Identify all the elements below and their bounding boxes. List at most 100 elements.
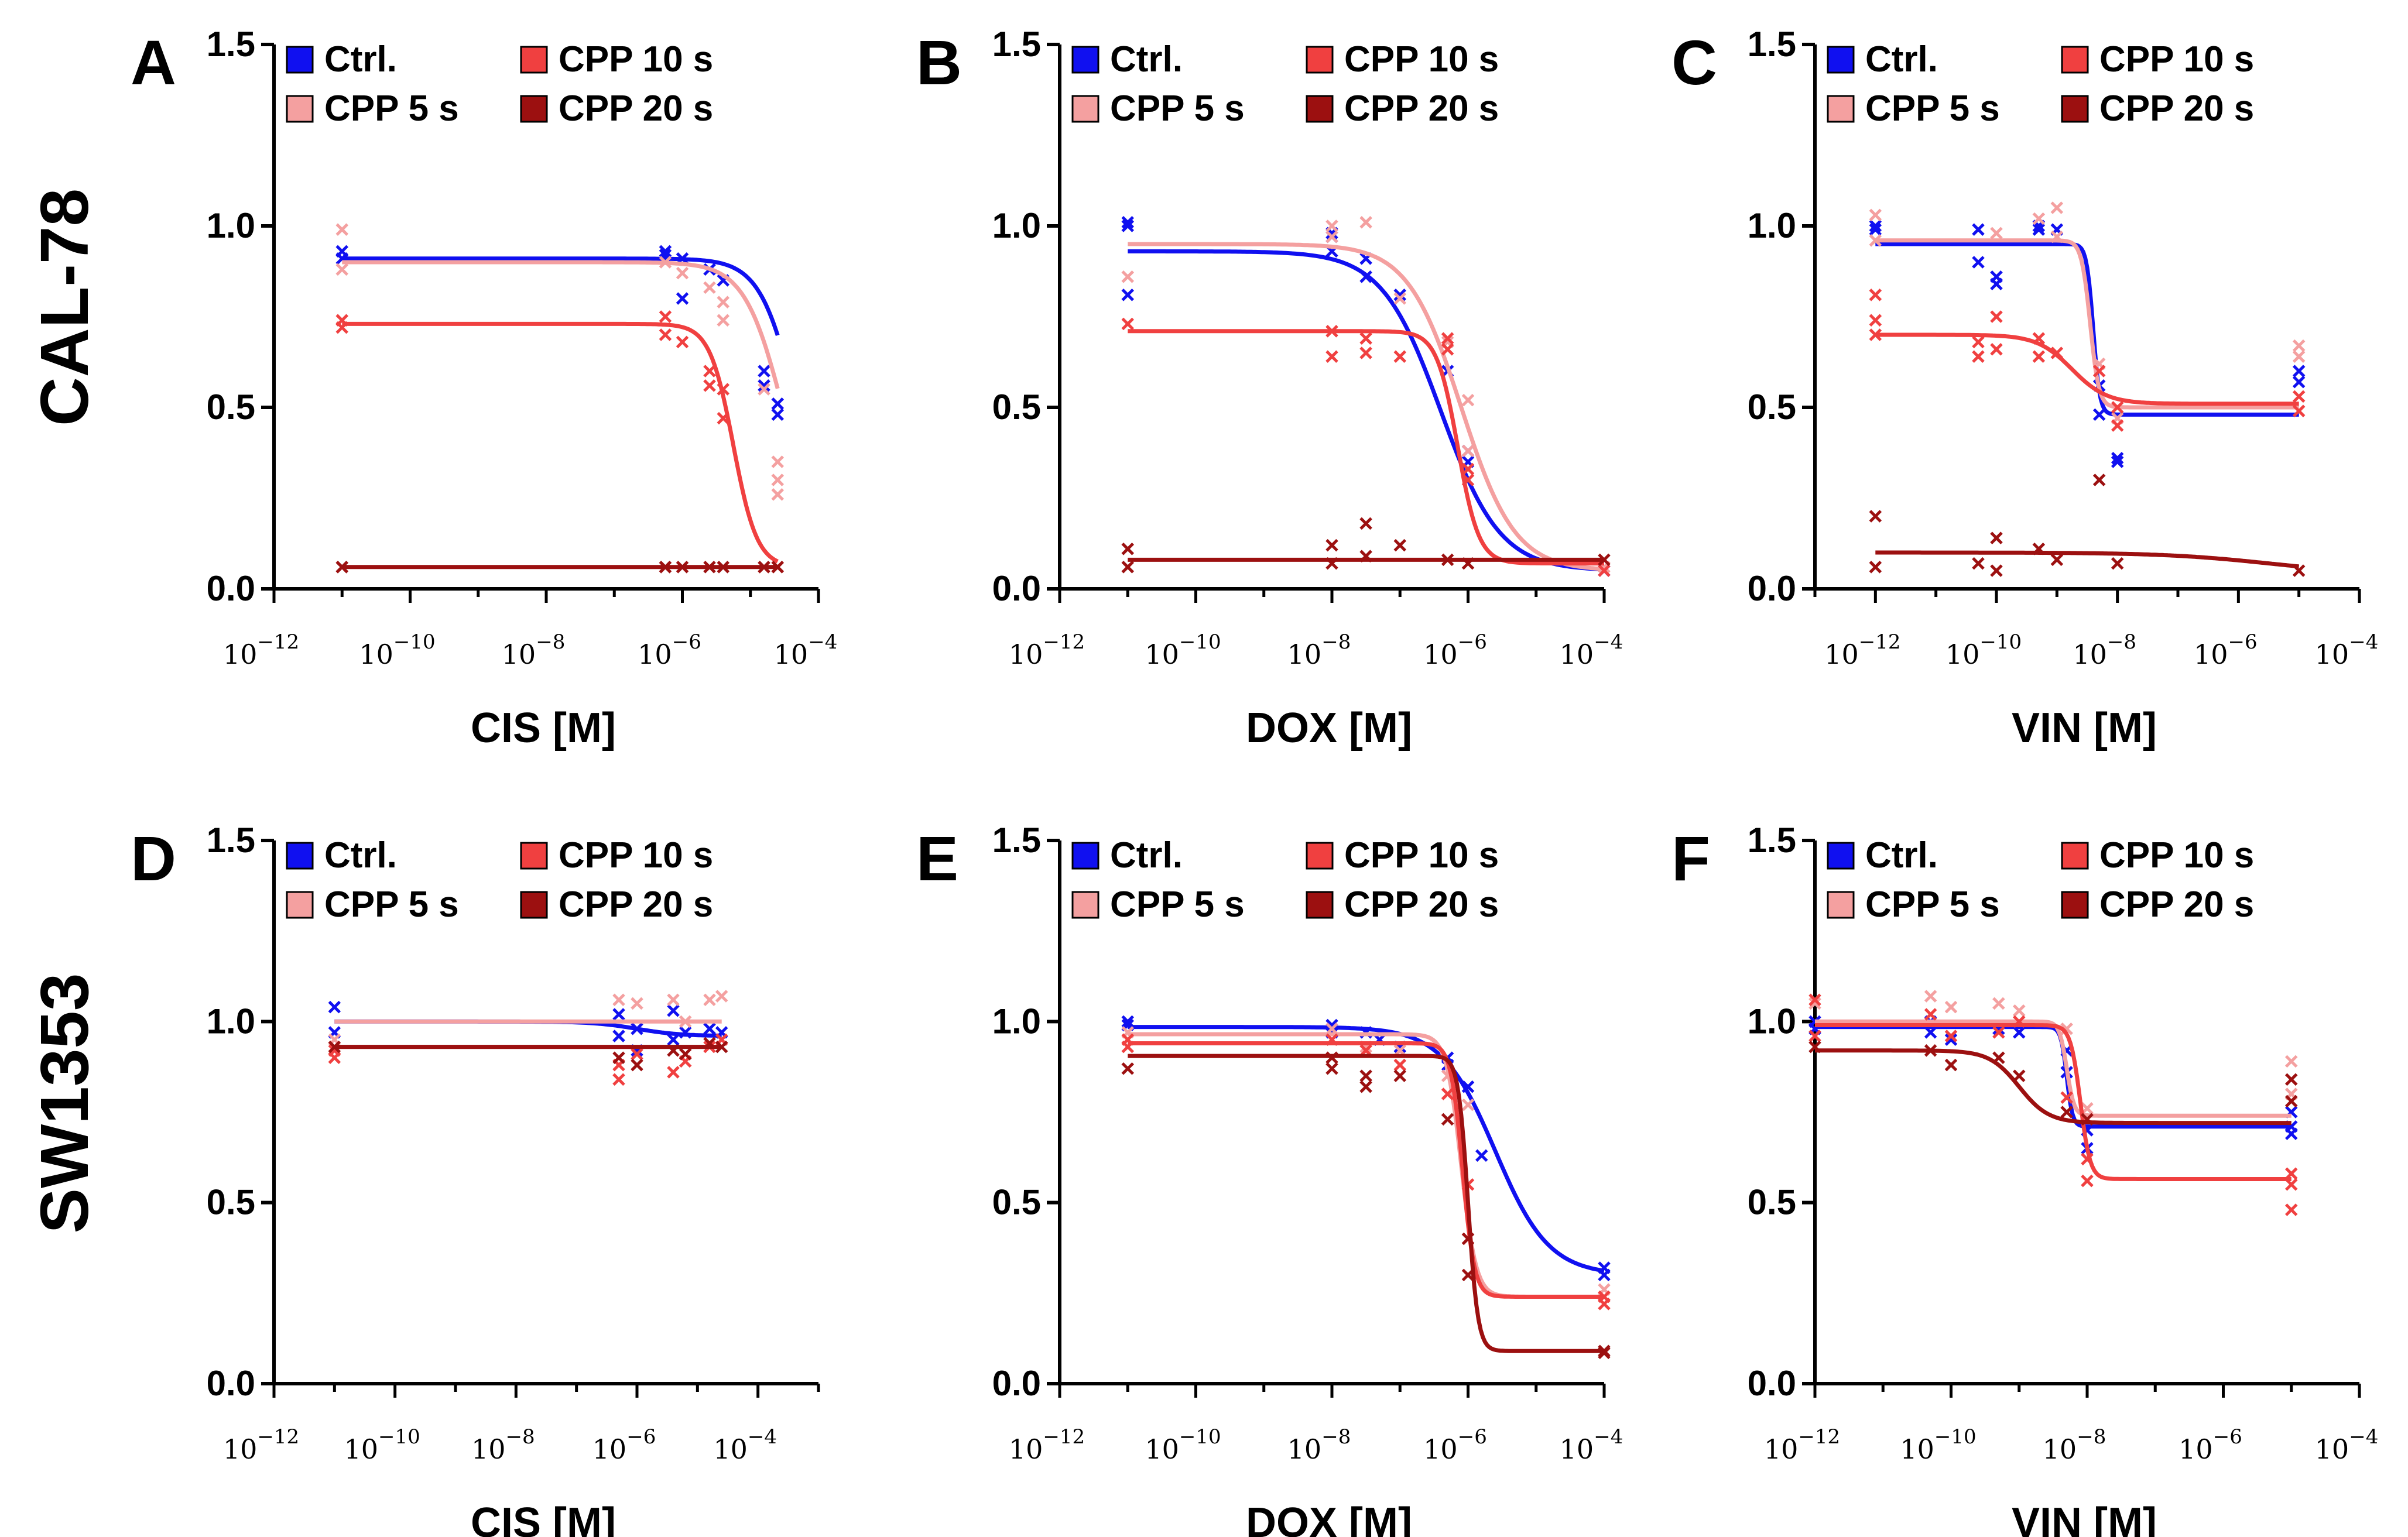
fit-curve-cpp-20-s-f: [1815, 1048, 2291, 1126]
data-point-cpp-5-s-f: [1924, 990, 1937, 1003]
data-point-ctrl-c: [2092, 408, 2106, 421]
data-point-ctrl-f: [1944, 1033, 1958, 1047]
legend-label-cpp-5-s-e: CPP 5 s: [1110, 884, 1245, 925]
data-point-ctrl-d: [631, 1022, 643, 1035]
row-label-sw1353: SW1353: [26, 973, 102, 1234]
data-point-cpp-10-s-c: [1990, 343, 2003, 356]
x-axis-label-d: CIS [M]: [471, 1500, 616, 1537]
data-point-ctrl-c: [1869, 223, 1882, 236]
data-point-ctrl-c: [2111, 452, 2124, 465]
data-point-cpp-5-s-d: [631, 997, 643, 1010]
x-tick-label-a: 10−12: [223, 630, 299, 670]
data-point-cpp-20-s-e: [1121, 1062, 1135, 1075]
data-point-cpp-20-s-c: [2092, 474, 2106, 486]
y-tick-label-f: 0.0: [1748, 1364, 1796, 1403]
y-tick-label-d: 0.0: [207, 1364, 255, 1403]
data-point-ctrl-e: [1461, 1080, 1475, 1093]
data-point-cpp-5-s-f: [1992, 997, 2005, 1010]
data-point-cpp-10-s-b: [1598, 564, 1611, 577]
data-point-cpp-10-s-c: [1972, 335, 1985, 349]
data-point-cpp-5-s-a: [335, 263, 349, 276]
data-point-cpp-10-s-c: [2111, 419, 2124, 432]
data-point-cpp-10-s-f: [1924, 1008, 1937, 1021]
data-point-cpp-5-s-c: [1990, 227, 2003, 240]
legend-label-cpp-5-s-a: CPP 5 s: [324, 88, 459, 129]
panel-a: A 0.0 0.5 1.0 1.5 10−12 10−10 10−8 10−6 10−4 CIS […: [131, 25, 837, 752]
data-point-cpp-20-s-b: [1121, 561, 1135, 574]
y-tick-label-c: 1.0: [1748, 206, 1796, 245]
legend-label-cpp-20-s-f: CPP 20 s: [2099, 884, 2254, 925]
x-tick-label-b: 10−8: [1287, 630, 1351, 670]
data-point-ctrl-a: [758, 379, 770, 392]
x-tick-label-c: 10−10: [1945, 630, 2022, 670]
x-tick-label-d: 10−6: [592, 1425, 656, 1465]
data-point-ctrl-c: [1869, 219, 1882, 232]
legend-swatch-cpp-10-s-f: [2061, 842, 2089, 870]
legend-label-ctrl-c: Ctrl.: [1865, 39, 1938, 80]
y-tick-label-b: 1.5: [992, 25, 1041, 64]
data-point-ctrl-c: [2292, 375, 2306, 389]
data-point-ctrl-b: [1121, 219, 1135, 232]
data-point-cpp-20-s-b: [1325, 538, 1338, 552]
fit-curve-cpp-10-s-f: [1815, 1023, 2291, 1181]
fit-curve-ctrl-e: [1128, 1025, 1605, 1273]
data-point-cpp-5-s-b: [1461, 393, 1475, 407]
y-tick-label-e: 1.5: [992, 821, 1041, 860]
x-tick-label-e: 10−12: [1009, 1425, 1085, 1465]
legend-label-ctrl-e: Ctrl.: [1110, 835, 1183, 876]
panel-letter-b: B: [916, 27, 962, 98]
legend-c: Ctrl. CPP 10 s CPP 5 s CPP 20 s: [1827, 39, 2254, 129]
fit-curve-cpp-20-s-e: [1128, 1054, 1604, 1353]
data-point-cpp-10-s-f: [2081, 1174, 2094, 1188]
data-point-cpp-10-s-c: [1869, 289, 1882, 301]
legend-swatch-cpp-5-s-d: [286, 891, 314, 919]
y-tick-label-f: 0.5: [1748, 1183, 1796, 1222]
data-point-cpp-10-s-f: [1944, 1030, 1958, 1042]
data-point-cpp-10-s-f: [2012, 1015, 2026, 1028]
data-point-ctrl-f: [1924, 1026, 1937, 1039]
fit-curve-cpp-10-s-a: [342, 321, 779, 564]
x-axis-label-a: CIS [M]: [471, 705, 616, 752]
y-tick-label-b: 0.5: [992, 387, 1041, 427]
x-tick-label-d: 10−10: [344, 1425, 420, 1465]
legend-e: Ctrl. CPP 10 s CPP 5 s CPP 20 s: [1071, 835, 1499, 925]
data-point-cpp-20-s-d: [703, 1037, 716, 1050]
data-point-ctrl-f: [2012, 1026, 2026, 1039]
data-point-cpp-10-s-b: [1461, 462, 1475, 476]
data-point-cpp-5-s-a: [717, 296, 730, 308]
data-point-cpp-10-s-e: [1121, 1040, 1135, 1054]
x-tick-label-f: 10−8: [2043, 1425, 2106, 1465]
legend-swatch-cpp-5-s-e: [1071, 891, 1099, 919]
x-tick-label-e: 10−10: [1145, 1425, 1221, 1465]
x-tick-label-d: 10−12: [223, 1425, 299, 1465]
data-point-cpp-10-s-f: [2284, 1203, 2298, 1216]
legend-swatch-cpp-10-s-b: [1306, 46, 1334, 74]
data-point-cpp-5-s-d: [679, 1015, 692, 1028]
panels: A 0.0 0.5 1.0 1.5 10−12 10−10 10−8 10−6 10−4 CIS […: [131, 25, 2378, 1537]
data-point-cpp-10-s-e: [1393, 1058, 1407, 1072]
data-point-cpp-5-s-a: [676, 266, 689, 280]
y-tick-label-d: 0.5: [207, 1183, 255, 1222]
x-tick-label-e: 10−4: [1560, 1425, 1623, 1465]
data-point-cpp-20-s-c: [1990, 531, 2003, 544]
data-point-cpp-20-s-f: [1924, 1044, 1937, 1057]
y-tick-label-f: 1.0: [1748, 1001, 1796, 1041]
data-point-cpp-10-s-d: [328, 1051, 341, 1064]
legend-label-cpp-20-s-b: CPP 20 s: [1344, 88, 1499, 129]
legend-swatch-cpp-20-s-c: [2061, 95, 2089, 123]
data-point-cpp-20-s-b: [1359, 517, 1372, 530]
data-point-ctrl-d: [679, 1026, 692, 1039]
legend-label-cpp-5-s-b: CPP 5 s: [1110, 88, 1245, 129]
data-point-cpp-20-s-d: [667, 1044, 680, 1057]
data-point-cpp-20-s-f: [1992, 1051, 2005, 1064]
data-point-cpp-20-s-b: [1121, 543, 1135, 555]
data-point-ctrl-f: [2284, 1127, 2298, 1140]
x-tick-label-c: 10−8: [2073, 630, 2136, 670]
fit-curve-cpp-5-s-e: [1128, 1032, 1604, 1299]
x-tick-label-a: 10−10: [359, 630, 435, 670]
data-point-cpp-20-s-c: [1869, 561, 1882, 574]
data-point-cpp-10-s-c: [1972, 350, 1985, 363]
data-point-cpp-20-s-f: [2012, 1069, 2026, 1082]
data-point-cpp-10-s-b: [1325, 350, 1338, 363]
data-point-cpp-20-s-f: [2284, 1095, 2298, 1108]
